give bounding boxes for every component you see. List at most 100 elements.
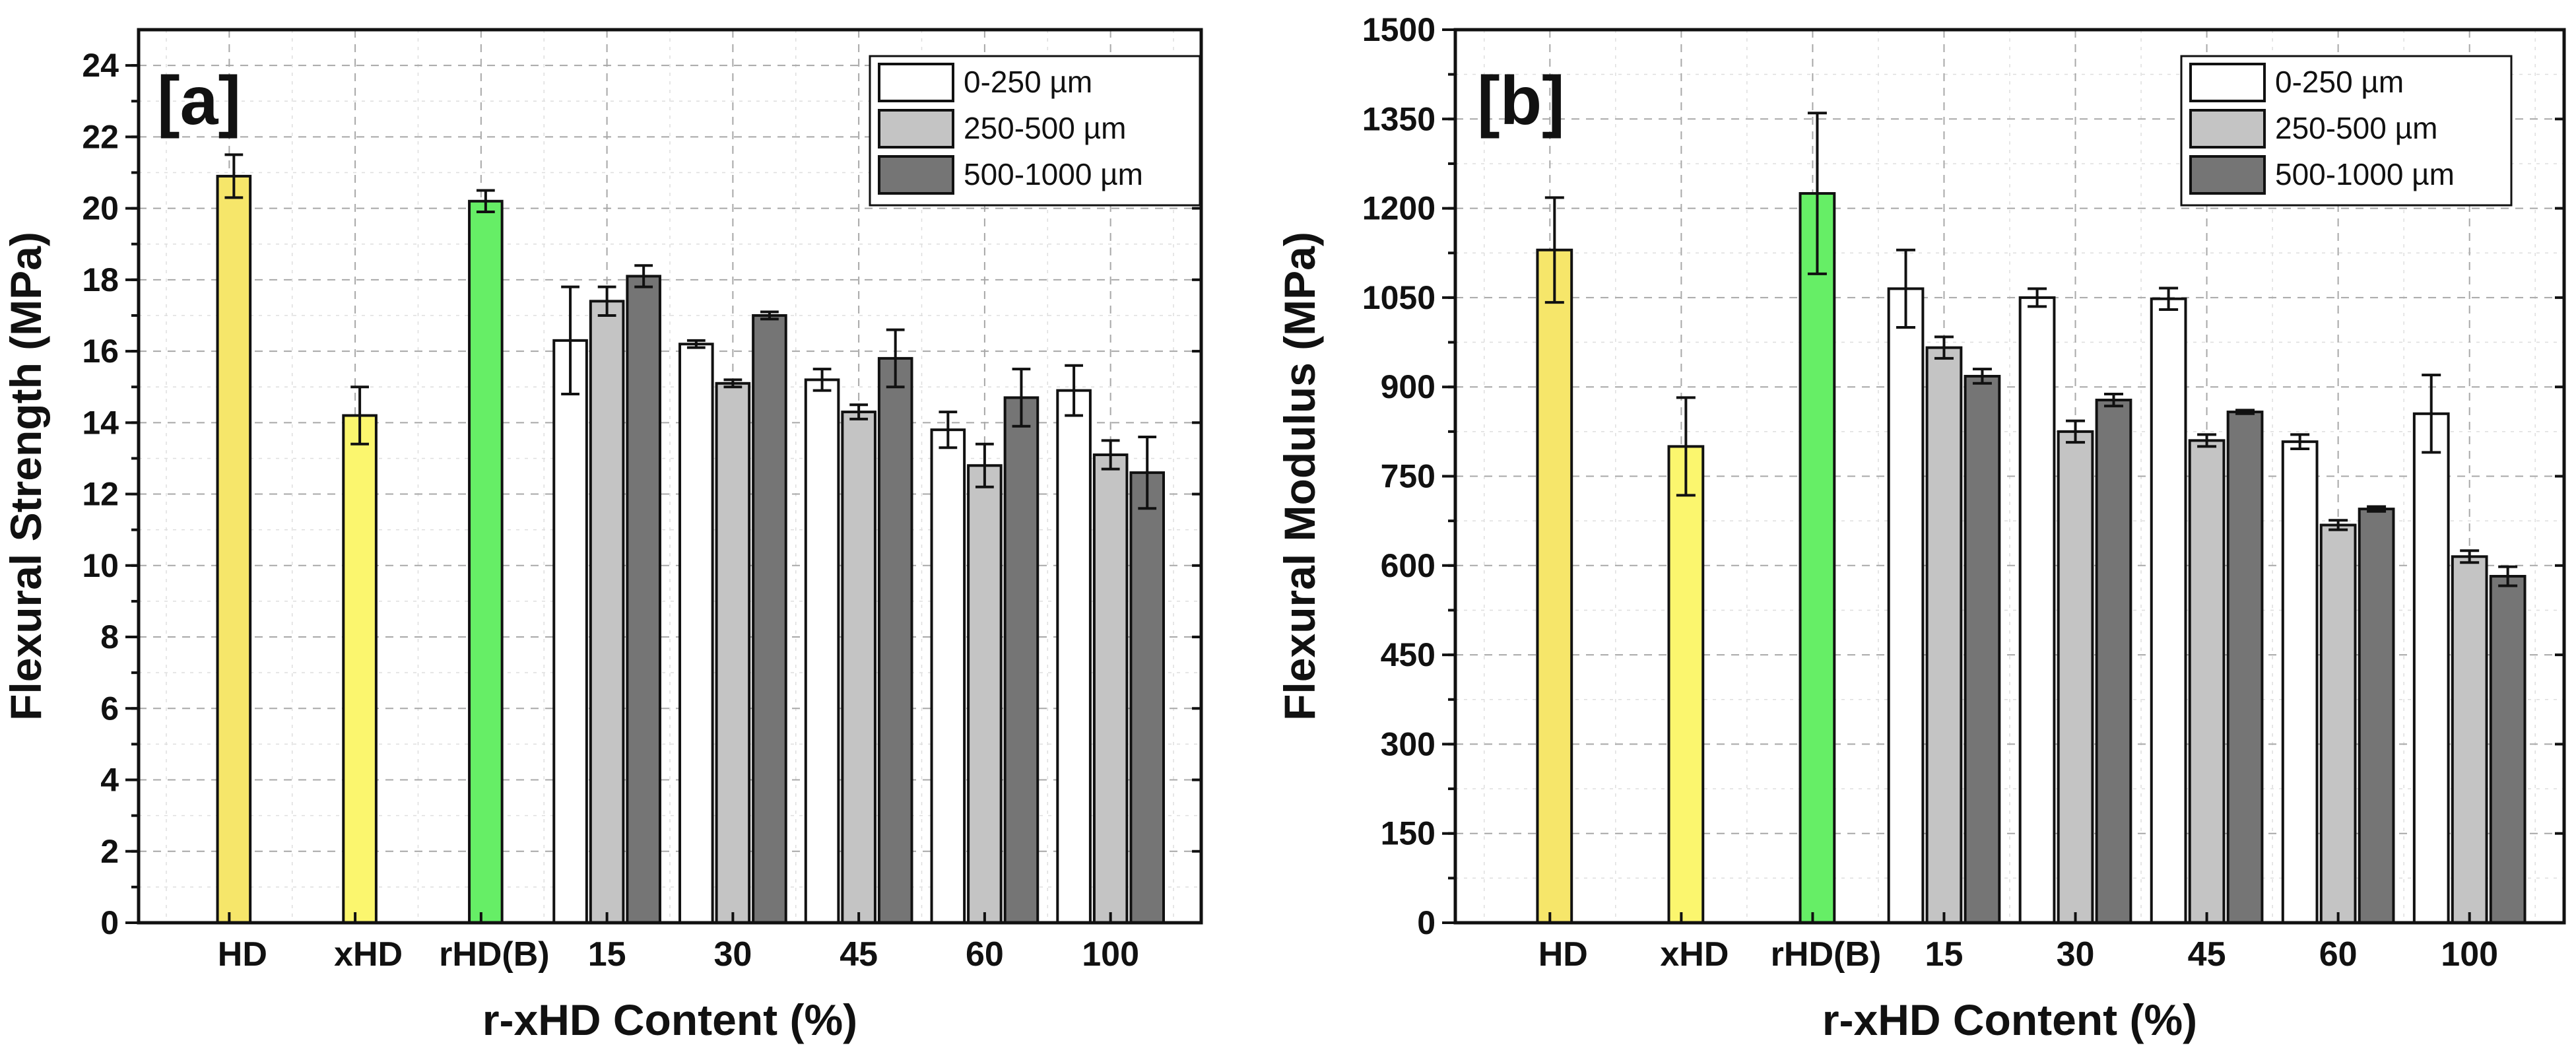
x-tick-label: HD <box>218 935 267 974</box>
legend-swatch <box>878 155 954 195</box>
x-tick-label: 15 <box>1925 935 1964 974</box>
y-tick-label: 300 <box>1381 725 1436 762</box>
y-tick-label: 0 <box>1417 904 1436 941</box>
y-tick-label: 4 <box>100 762 119 799</box>
y-tick-label: 18 <box>82 261 119 298</box>
x-tick-label: xHD <box>334 935 403 974</box>
x-tick-label: xHD <box>1660 935 1729 974</box>
y-tick-label: 20 <box>82 190 119 227</box>
legend-label: 500-1000 µm <box>964 157 1143 191</box>
x-tick-label: 60 <box>2319 935 2358 974</box>
bar-30-0-250- <box>678 343 714 924</box>
legend-label: 0-250 µm <box>2275 65 2404 99</box>
bar-15-250-500- <box>589 300 625 924</box>
x-axis-title: r-xHD Content (%) <box>1822 995 2197 1044</box>
legend-swatch <box>2189 109 2266 149</box>
bar-30-500-1000- <box>752 314 787 924</box>
y-tick-label: 1050 <box>1362 279 1436 316</box>
bar-100-250-500- <box>1092 453 1129 924</box>
y-axis: 0 150 300 450 600 750 900 1050 1200 1350 1500 <box>1362 11 2564 941</box>
panel-label: [a] <box>157 63 241 139</box>
y-tick-label: 450 <box>1381 636 1436 673</box>
y-tick-label: 900 <box>1381 368 1436 405</box>
y-tick-label: 1200 <box>1362 190 1436 227</box>
legend: 0-250 µm 250-500 µm 500-1000 µm <box>869 55 1201 207</box>
x-tick-label: 30 <box>713 935 752 974</box>
y-tick-label: 24 <box>82 47 119 84</box>
bar-15-0-250- <box>552 339 588 924</box>
x-axis-title: r-xHD Content (%) <box>482 995 857 1044</box>
bar-100-500-1000- <box>2489 575 2526 924</box>
bar-100-0-250- <box>2412 412 2450 924</box>
bar-45-500-1000- <box>2226 411 2264 924</box>
x-tick-label: 100 <box>2441 935 2498 974</box>
bar-15-250-500- <box>1925 346 1963 924</box>
legend-label: 250-500 µm <box>2275 111 2437 145</box>
bar-15-500-1000- <box>1964 374 2001 924</box>
y-tick-label: 1350 <box>1362 100 1436 137</box>
y-tick-label: 2 <box>100 833 119 870</box>
y-tick-label: 16 <box>82 333 119 370</box>
x-tick-label: 100 <box>1082 935 1139 974</box>
bar-60-500-1000- <box>2358 508 2395 924</box>
x-tick-label: 45 <box>840 935 878 974</box>
x-tick-label: 60 <box>966 935 1004 974</box>
panel-a-flexural-strength: HD xHD rHD(B) 15 30 45 60 100024681012141618202… <box>1 28 1203 1044</box>
y-tick-label: 8 <box>100 618 119 655</box>
y-tick-label: 14 <box>82 404 119 441</box>
x-tick-label: 45 <box>2188 935 2226 974</box>
bars <box>1536 112 2526 925</box>
bar-45-0-250- <box>2150 297 2187 925</box>
bar-45-250-500- <box>841 411 876 924</box>
legend-swatch <box>2189 155 2266 195</box>
legend-label: 0-250 µm <box>964 65 1092 99</box>
bar-60-0-250- <box>2281 440 2319 924</box>
bar-15-0-250- <box>1887 287 1925 924</box>
bar-45-500-1000- <box>877 356 913 924</box>
bar-rhdb <box>1799 192 1836 924</box>
bar-15-500-1000- <box>626 275 661 925</box>
plot-frame <box>137 28 1203 925</box>
bar-60-0-250- <box>930 428 966 924</box>
legend-swatch <box>878 109 954 149</box>
panel-b-flexural-modulus: HD xHD rHD(B) 15 30 45 60 100 0 150 300 450 600 750 90… <box>1275 11 2566 1044</box>
bar-60-250-500- <box>2319 523 2357 924</box>
bar-hd <box>216 174 252 925</box>
y-axis-title: Flexural Modulus (MPa) <box>1275 232 1324 721</box>
bar-hd <box>1536 248 1573 924</box>
x-tick-label: 30 <box>2057 935 2095 974</box>
bar-30-0-250- <box>2018 296 2056 924</box>
bar-xhd <box>1667 445 1705 924</box>
bar-30-500-1000- <box>2095 399 2132 924</box>
bar-45-0-250- <box>804 378 840 924</box>
bar-100-0-250- <box>1056 389 1092 924</box>
y-tick-label: 1500 <box>1362 11 1436 48</box>
bar-60-250-500- <box>967 464 1003 924</box>
x-tick-labels: HD xHD rHD(B) 15 30 45 60 100 <box>1538 935 2498 974</box>
bar-xhd <box>342 414 378 924</box>
y-tick-label: 22 <box>82 118 119 155</box>
y-axis-title: Flexural Strength (MPa) <box>1 232 50 721</box>
x-tick-labels: HD xHD rHD(B) 15 30 45 60 100 <box>218 935 1139 974</box>
bar-100-500-1000- <box>1129 471 1166 924</box>
legend-swatch <box>2189 63 2266 102</box>
bar-30-250-500- <box>2057 430 2094 924</box>
x-tick-label: HD <box>1538 935 1588 974</box>
bar-30-250-500- <box>715 382 751 924</box>
y-tick-label: 0 <box>100 904 119 941</box>
x-tick-label: rHD(B) <box>439 935 550 974</box>
bar-rhdb <box>468 199 504 924</box>
y-tick-label: 750 <box>1381 458 1436 495</box>
panel-label: [b] <box>1477 63 1565 139</box>
bar-45-250-500- <box>2188 439 2226 924</box>
legend-label: 500-1000 µm <box>2275 157 2455 191</box>
y-tick-label: 10 <box>82 547 119 584</box>
y-tick-label: 150 <box>1381 815 1436 852</box>
bar-60-500-1000- <box>1003 396 1040 924</box>
legend-swatch <box>878 63 954 102</box>
y-tick-label: 600 <box>1381 547 1436 584</box>
x-tick-label: rHD(B) <box>1771 935 1882 974</box>
bar-100-250-500- <box>2451 555 2488 924</box>
